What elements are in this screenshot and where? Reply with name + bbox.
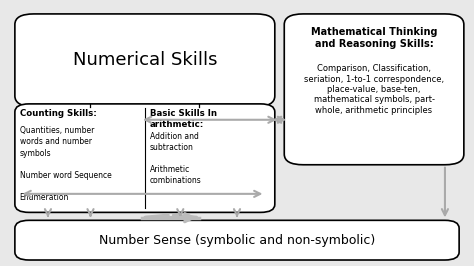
Text: Comparison, Classification,
seriation, 1-to-1 correspondence,
place-value, base-: Comparison, Classification, seriation, 1…: [304, 64, 444, 115]
FancyBboxPatch shape: [15, 220, 459, 260]
FancyBboxPatch shape: [284, 14, 464, 165]
FancyBboxPatch shape: [15, 14, 275, 107]
Text: Number Sense (symbolic and non-symbolic): Number Sense (symbolic and non-symbolic): [99, 234, 375, 247]
Text: Counting Skills:: Counting Skills:: [19, 109, 96, 118]
Text: Mathematical Thinking
and Reasoning Skills:: Mathematical Thinking and Reasoning Skil…: [311, 27, 438, 49]
FancyBboxPatch shape: [15, 104, 275, 212]
Text: Numerical Skills: Numerical Skills: [73, 51, 217, 69]
Text: Quantities, number
words and number
symbols

Number word Sequence

Enumeration: Quantities, number words and number symb…: [19, 126, 111, 202]
Text: Addition and
subtraction

Arithmetic
combinations: Addition and subtraction Arithmetic comb…: [150, 132, 201, 185]
Text: Basic Skills In
arithmetic:: Basic Skills In arithmetic:: [150, 109, 217, 128]
